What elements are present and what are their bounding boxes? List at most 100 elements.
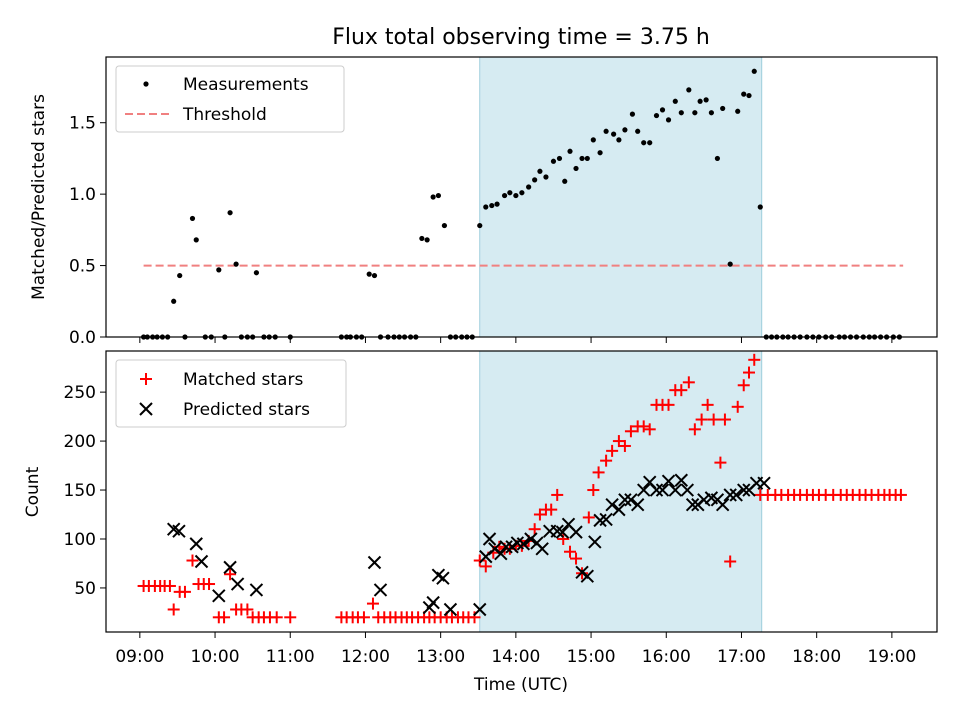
x-tick-label: 16:00 [642, 647, 691, 667]
measurement-point [603, 128, 609, 134]
measurement-point [597, 150, 603, 156]
measurement-point [686, 87, 692, 93]
predicted-star-point [555, 525, 570, 539]
matched-star-point [528, 523, 541, 536]
predicted-star-point [729, 488, 743, 502]
predicted-star-point [649, 483, 664, 497]
top-y-axis: 0.0 0.5 1.0 1.5 [69, 114, 106, 348]
measurement-point [714, 155, 721, 162]
predicted-star-point [535, 542, 549, 556]
matched-star-point [545, 503, 558, 516]
x-tick-label: 14:00 [491, 647, 540, 667]
bottom-legend: Matched stars Predicted stars [115, 359, 347, 428]
matched-star-point [167, 603, 180, 616]
y-tick-label: 150 [64, 481, 96, 501]
measurement-point [746, 92, 752, 99]
matched-star-point [701, 398, 714, 411]
legend-predicted-label: Predicted stars [183, 400, 310, 420]
matched-star-point [637, 420, 650, 433]
legend-matched-label: Matched stars [183, 370, 303, 390]
matched-star-point [618, 439, 631, 452]
measurement-point [366, 271, 372, 277]
measurement-point [579, 155, 585, 162]
matched-star-point [707, 413, 720, 426]
matched-star-point [186, 554, 199, 567]
matched-star-point [570, 552, 583, 565]
matched-stars-series [137, 353, 907, 624]
matched-star-point [695, 413, 708, 426]
predicted-star-point [624, 493, 638, 507]
matched-star-point [582, 511, 595, 524]
measurement-point [371, 272, 378, 279]
bottom-x-axis: 09:00 10:00 11:00 12:00 13:00 14:00 15:00 16:00… [115, 632, 916, 667]
x-tick-label: 13:00 [416, 647, 465, 667]
x-axis-label: Time (UTC) [473, 675, 568, 695]
predicted-star-point [212, 589, 226, 603]
bottom-plot-frame [105, 350, 938, 633]
measurements-series [141, 68, 902, 340]
predicted-star-point [737, 483, 751, 497]
matched-star-point [224, 568, 237, 581]
matched-star-point [624, 425, 637, 438]
measurement-point [543, 174, 549, 180]
measurement-point [501, 192, 508, 199]
measurement-point [665, 117, 672, 123]
matched-star-point [737, 379, 750, 392]
matched-star-point [241, 603, 254, 616]
measurement-point [489, 202, 495, 209]
matched-star-point [587, 484, 600, 497]
measurement-point [590, 137, 596, 143]
measurement-point [253, 270, 260, 276]
predicted-star-point [443, 602, 458, 617]
measurement-point [708, 110, 714, 116]
x-tick-label: 18:00 [792, 647, 841, 667]
matched-star-point [468, 611, 481, 624]
measurement-point [193, 237, 199, 243]
legend-threshold-label: Threshold [182, 105, 267, 125]
matched-star-point [742, 366, 755, 379]
measurement-point [697, 98, 703, 104]
measurement-point [629, 111, 636, 117]
predicted-star-point [223, 560, 237, 575]
measurement-point [727, 261, 733, 267]
matched-star-point [714, 456, 727, 469]
top-y-axis-label: Matched/Predicted stars [29, 94, 49, 300]
y-tick-label: 50 [74, 579, 96, 599]
predicted-star-point [230, 577, 245, 591]
matched-star-point [557, 532, 570, 545]
measurement-point [424, 237, 430, 243]
predicted-star-point [473, 602, 487, 617]
predicted-star-point [524, 532, 538, 546]
measurement-point [507, 190, 513, 196]
top-legend-box [115, 65, 345, 133]
matched-star-point [479, 560, 492, 573]
matched-star-point [724, 555, 737, 568]
measurement-point [672, 98, 678, 104]
predicted-star-point [367, 555, 382, 570]
x-tick-label: 15:00 [567, 647, 616, 667]
bottom-y-axis: 50 100 150 200 250 [64, 383, 106, 599]
measurement-point [641, 140, 647, 146]
measurement-point [483, 204, 489, 210]
matched-star-point [592, 466, 605, 479]
predicted-star-point [612, 502, 626, 517]
measurement-point [550, 158, 557, 164]
measurement-point [567, 148, 573, 154]
measurement-point [532, 177, 538, 183]
measurement-point [537, 168, 543, 174]
measurement-point [513, 192, 519, 199]
y-tick-label: 100 [64, 530, 96, 550]
predicted-star-point [723, 488, 737, 502]
matched-star-point [357, 611, 370, 624]
matched-star-point [643, 423, 656, 436]
measurement-point [653, 112, 660, 119]
x-tick-label: 09:00 [115, 647, 164, 667]
matched-star-point [163, 579, 176, 592]
measurement-point [189, 215, 196, 222]
matched-star-point [551, 488, 564, 501]
measurement-point [692, 110, 698, 116]
predicted-stars-series [166, 473, 771, 617]
predicted-star-point [494, 546, 508, 561]
legend-measurements-label: Measurements [183, 75, 309, 95]
matched-star-point [178, 585, 191, 598]
